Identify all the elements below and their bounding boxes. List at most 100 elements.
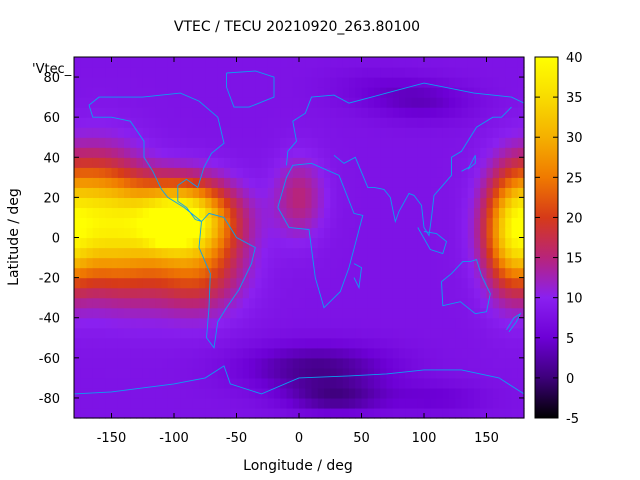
heatmap-cell xyxy=(136,397,144,409)
heatmap-cell xyxy=(336,67,344,78)
heatmap-cell xyxy=(517,227,525,239)
heatmap-cell xyxy=(355,87,363,98)
heatmap-cell xyxy=(124,187,131,198)
heatmap-cell xyxy=(80,297,88,309)
heatmap-cell xyxy=(449,67,456,78)
heatmap-cell xyxy=(405,57,413,68)
heatmap-cell xyxy=(286,387,294,399)
heatmap-cell xyxy=(436,357,444,369)
heatmap-cell xyxy=(292,287,300,299)
heatmap-cell xyxy=(317,237,325,249)
heatmap-cell xyxy=(449,137,456,148)
heatmap-cell xyxy=(99,167,106,178)
heatmap-cell xyxy=(124,227,131,239)
heatmap-cell xyxy=(242,287,250,299)
heatmap-cell xyxy=(167,407,175,419)
heatmap-cell xyxy=(167,287,175,299)
heatmap-cell xyxy=(461,287,469,299)
heatmap-cell xyxy=(199,407,206,419)
heatmap-cell xyxy=(492,127,500,138)
heatmap-cell xyxy=(455,137,463,148)
heatmap-cell xyxy=(199,157,206,168)
heatmap-cell xyxy=(149,67,156,78)
heatmap-cell xyxy=(386,127,394,138)
heatmap-cell xyxy=(411,117,419,128)
heatmap-cell xyxy=(374,327,381,339)
heatmap-cell xyxy=(317,227,325,239)
heatmap-cell xyxy=(255,317,263,329)
heatmap-cell xyxy=(486,277,494,289)
heatmap-cell xyxy=(86,187,94,198)
heatmap-cell xyxy=(99,57,106,68)
heatmap-cell xyxy=(149,277,156,289)
heatmap-cell xyxy=(486,347,494,359)
heatmap-cell xyxy=(186,327,194,339)
heatmap-cell xyxy=(442,307,450,319)
heatmap-cell xyxy=(324,177,331,188)
heatmap-cell xyxy=(274,117,281,128)
heatmap-cell xyxy=(80,107,88,118)
heatmap-cell xyxy=(211,347,219,359)
heatmap-cell xyxy=(86,87,94,98)
heatmap-cell xyxy=(355,367,363,379)
heatmap-cell xyxy=(380,267,388,279)
heatmap-cell xyxy=(292,207,300,219)
heatmap-cell xyxy=(417,217,425,229)
heatmap-cell xyxy=(286,297,294,309)
heatmap-cell xyxy=(455,317,463,329)
heatmap-cell xyxy=(392,227,400,239)
heatmap-cell xyxy=(449,247,456,259)
heatmap-cell xyxy=(117,107,125,118)
heatmap-cell xyxy=(511,347,519,359)
heatmap-cell xyxy=(436,127,444,138)
x-tick-label: 100 xyxy=(412,431,437,446)
heatmap-cell xyxy=(199,357,206,369)
heatmap-cell xyxy=(236,147,244,158)
heatmap-cell xyxy=(336,277,344,289)
heatmap-cell xyxy=(486,227,494,239)
heatmap-cell xyxy=(511,257,519,269)
heatmap-cell xyxy=(455,57,463,68)
heatmap-cell xyxy=(442,287,450,299)
heatmap-cell xyxy=(105,377,113,389)
heatmap-cell xyxy=(442,217,450,229)
heatmap-cell xyxy=(461,137,469,148)
heatmap-cell xyxy=(442,167,450,178)
heatmap-cell xyxy=(374,297,381,309)
heatmap-cell xyxy=(192,237,200,249)
heatmap-cell xyxy=(286,187,294,198)
heatmap-cell xyxy=(474,197,481,209)
heatmap-cell xyxy=(305,347,313,359)
heatmap-cell xyxy=(174,257,181,269)
heatmap-cell xyxy=(174,357,181,369)
heatmap-cell xyxy=(124,77,131,88)
heatmap-cell xyxy=(380,67,388,78)
heatmap-cell xyxy=(211,187,219,198)
heatmap-cell xyxy=(455,307,463,319)
heatmap-cell xyxy=(155,277,163,289)
heatmap-cell xyxy=(217,57,225,68)
heatmap-cell xyxy=(286,137,294,148)
heatmap-cell xyxy=(361,367,369,379)
heatmap-cell xyxy=(405,177,413,188)
heatmap-cell xyxy=(99,177,106,188)
heatmap-cell xyxy=(255,407,263,419)
heatmap-cell xyxy=(242,157,250,168)
heatmap-cell xyxy=(424,407,431,419)
heatmap-cell xyxy=(267,167,275,178)
heatmap-cell xyxy=(249,347,256,359)
heatmap-cell xyxy=(517,247,525,259)
heatmap-cell xyxy=(99,157,106,168)
heatmap-cell xyxy=(136,217,144,229)
heatmap-cell xyxy=(467,377,475,389)
heatmap-cell xyxy=(461,147,469,158)
heatmap-cell xyxy=(367,247,375,259)
heatmap-cell xyxy=(230,377,238,389)
heatmap-cell xyxy=(267,197,275,209)
heatmap-cell xyxy=(86,167,94,178)
heatmap-cell xyxy=(461,187,469,198)
heatmap-cell xyxy=(142,247,150,259)
heatmap-cell xyxy=(411,77,419,88)
heatmap-cell xyxy=(261,147,269,158)
heatmap-cell xyxy=(186,57,194,68)
